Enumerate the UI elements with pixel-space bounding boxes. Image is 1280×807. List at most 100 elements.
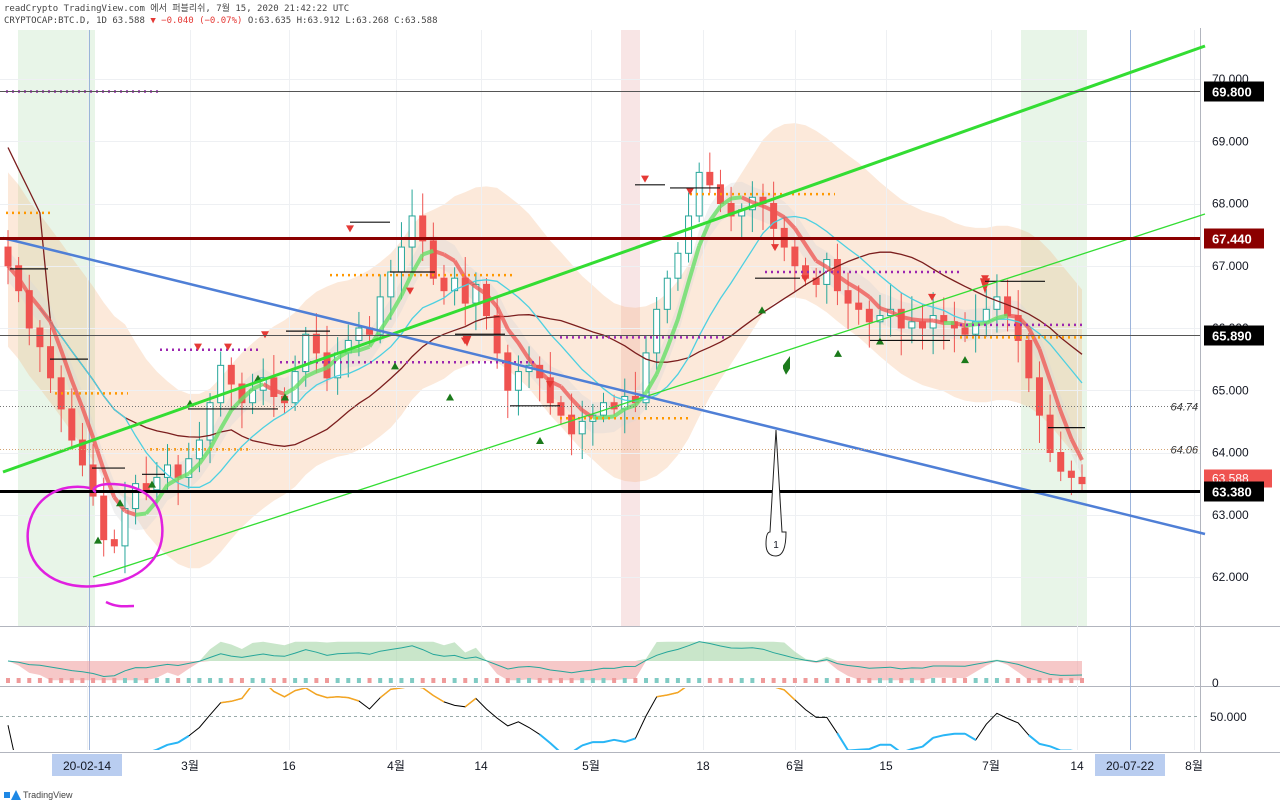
x-highlight-box [1095, 754, 1165, 776]
volume-bar [250, 678, 255, 683]
volume-bar [399, 678, 404, 683]
x-tick-label: 5월 [582, 759, 600, 773]
level-tag [1204, 481, 1264, 502]
volume-bar [675, 678, 680, 683]
chart-header: readCrypto TradingView.com 에서 퍼블리쉬, 7월 1… [4, 3, 438, 27]
volume-bar [463, 678, 468, 683]
magenta-circle [26, 482, 164, 608]
candle-body [727, 203, 735, 217]
candle-body [312, 333, 320, 354]
buy-marker [148, 480, 156, 488]
x-tick-label: 4월 [387, 759, 405, 773]
trendline-blue [2, 236, 1206, 536]
x-tick-label: 14 [1070, 759, 1084, 773]
volume-bar [920, 678, 925, 683]
volume-bar [558, 678, 563, 683]
volume-bar [410, 678, 415, 683]
candle-body [918, 321, 926, 329]
volume-bar [1005, 678, 1010, 683]
candle-body [451, 277, 459, 292]
volume-bar [622, 678, 627, 683]
volume-bar [792, 678, 797, 683]
candle-body [504, 352, 512, 391]
volume-bar [27, 678, 32, 683]
candle-body [993, 296, 1001, 310]
volume-bar [1048, 678, 1053, 683]
volume-bar [963, 678, 968, 683]
level-tag [1204, 81, 1264, 102]
sell-marker [771, 244, 779, 252]
grid [0, 30, 1200, 750]
candle-body [142, 483, 150, 491]
volume-bar [420, 678, 425, 683]
volume-bar [431, 678, 436, 683]
x-tick-label: 18 [696, 759, 710, 773]
sell-marker [346, 225, 354, 233]
candle-body [578, 420, 586, 435]
short-levels [10, 184, 1085, 475]
volume-bar [888, 678, 893, 683]
x-highlight-box [52, 754, 122, 776]
x-tick-label: 3월 [181, 759, 199, 773]
brand-label: TradingView [23, 790, 73, 800]
volume-bar [654, 678, 659, 683]
sell-marker [686, 188, 694, 196]
volume-bar [69, 678, 74, 683]
candle-body [89, 464, 97, 497]
volume-bar [750, 678, 755, 683]
osc-zero-label: 0 [1212, 676, 1219, 690]
volume-bar [782, 678, 787, 683]
volume-bar [218, 678, 223, 683]
envelope-band [8, 123, 1082, 569]
ma-slow-line [7, 147, 1083, 447]
candle-body [706, 171, 714, 186]
candle-body [185, 458, 193, 478]
volume-bar [909, 678, 914, 683]
candle-body [78, 439, 86, 466]
volume-bar [473, 678, 478, 683]
x-tick-label: 20-02-14 [63, 759, 111, 773]
level-tag [1204, 325, 1264, 346]
volume-bar [101, 678, 106, 683]
volume-bar [516, 678, 521, 683]
volume-bar [697, 678, 702, 683]
level-tag-label: 65.890 [1212, 329, 1252, 344]
candle-body [227, 364, 235, 385]
volume-bar [282, 678, 287, 683]
candle-body [1067, 470, 1075, 478]
candle-body [132, 483, 140, 510]
sell-marker [406, 287, 414, 295]
callout-label: 1 [773, 540, 779, 551]
volume-bar [165, 678, 170, 683]
candle-body [121, 508, 129, 547]
price-levels [0, 91, 1200, 493]
y-tick-label: 69.000 [1212, 134, 1249, 148]
candle-body [376, 296, 384, 335]
volume-bar [899, 678, 904, 683]
candle-body [153, 476, 161, 491]
volume-bar [814, 678, 819, 683]
publish-line: readCrypto TradingView.com 에서 퍼블리쉬, 7월 1… [4, 4, 350, 14]
volume-bar [941, 678, 946, 683]
volume-bar [303, 678, 308, 683]
volume-bar [1016, 678, 1021, 683]
ma-green-line [135, 195, 1009, 517]
sell-marker-large [462, 334, 472, 347]
x-tick-label: 15 [879, 759, 893, 773]
volume-bar [569, 678, 574, 683]
candle-body [1046, 414, 1054, 453]
candle-body [674, 252, 682, 279]
candle-body [1057, 452, 1065, 472]
x-axis[interactable]: 20-02-14 3월 16 4월 14 5월 18 6월 15 7월 14 20-07-22 8월 [52, 754, 1203, 776]
candle-body [855, 302, 863, 310]
footer: TradingView [4, 790, 73, 800]
volume-bar [718, 678, 723, 683]
volume-bar [505, 678, 510, 683]
candle-body [514, 371, 522, 391]
candle-body [865, 308, 873, 323]
volume-bar [527, 678, 532, 683]
volume-bar [367, 678, 372, 683]
volume-bar [176, 678, 181, 683]
volume-bar [686, 678, 691, 683]
